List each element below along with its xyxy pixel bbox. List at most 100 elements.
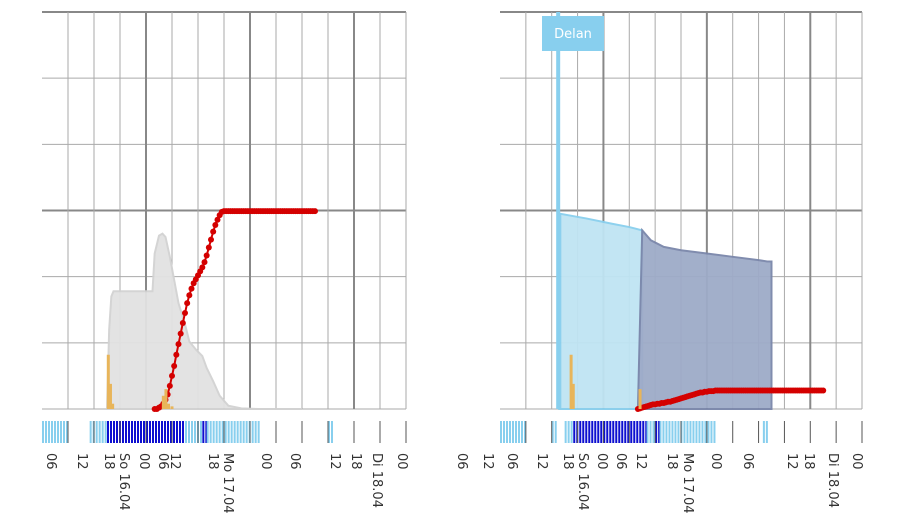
strip-cell [683,421,686,443]
strip-cell [251,421,254,443]
strip-cell [649,421,652,443]
x-tick-label: 00 [594,453,609,470]
x-tick-label: 00 [136,453,151,470]
strip-cell [57,421,59,443]
strip-cell [509,421,511,443]
precip-bar [638,389,642,409]
strip-cell [113,421,115,443]
x-tick-label: 18 [205,453,220,470]
strip-cell [570,421,573,443]
strip-cell [227,421,230,443]
x-tick-label: 00 [849,453,864,470]
strip-cell [554,421,557,443]
strip-cell [506,421,508,443]
x-tick-label: So 16.04 [116,453,131,511]
x-tick-label: 00 [708,453,723,470]
x-tick-label: 18 [348,453,363,470]
strip-cell [239,421,242,443]
strip-cell [668,421,671,443]
strip-cell [257,421,260,443]
x-tick-label: 12 [480,453,495,470]
strip-cell [551,421,554,443]
strip-cell [591,421,594,443]
strip-cell [63,421,65,443]
strip-cell [176,421,178,443]
strip-cell [636,421,639,443]
x-tick-label: 12 [633,453,648,470]
strip-cell [51,421,53,443]
strip-cell [524,421,526,443]
strip-cell [573,421,576,443]
delan-badge: Delan [542,16,604,51]
x-tick-label: Di 18.04 [369,453,384,508]
area-series [636,227,773,410]
strip-cell [646,421,649,443]
strip-cell [161,421,163,443]
cumulative-point [212,222,219,229]
strip-cell [639,421,642,443]
strip-cell [233,421,236,443]
strip-cell [704,421,707,443]
strip-cell [236,421,239,443]
strip-cell [503,421,505,443]
strip-cell [658,421,661,443]
strip-cell [101,421,104,443]
cumulative-point [210,228,217,235]
x-tick-label: 06 [504,453,519,470]
strip-cell [194,421,196,443]
x-tick-label: 12 [327,453,342,470]
strip-cell [104,421,107,443]
strip-cell [518,421,520,443]
strip-cell [60,421,62,443]
strip-cell [140,421,142,443]
strip-cell [606,421,609,443]
strip-cell [218,421,221,443]
x-tick-label: 06 [155,453,170,470]
strip-cell [630,421,633,443]
cumulative-point [173,351,180,358]
cumulative-point [188,285,195,292]
strip-cell [701,421,704,443]
strip-cell [134,421,136,443]
strip-cell [600,421,603,443]
precip-bar [111,403,115,409]
strip-cell [206,421,209,443]
strip-cell [567,421,570,443]
strip-cell [582,421,585,443]
strip-cell [230,421,233,443]
x-tick-label: 06 [740,453,755,470]
strip-cell [107,421,109,443]
strip-cell [173,421,175,443]
strip-cell [512,421,514,443]
strip-cell [191,421,193,443]
strip-cell [128,421,130,443]
strip-cell [188,421,190,443]
strip-cell [594,421,597,443]
strip-cell [627,421,630,443]
strip-cell [205,421,208,443]
right-chart-panel: 06 12 18 So 16.04 00 06 12 18 Mo 17.04 00 06 12 18 Di… [500,11,864,514]
cumulative-point [208,236,214,243]
cumulative-point [312,208,318,215]
strip-cell [245,421,248,443]
x-tick-label: 18 [101,453,116,470]
precip-bar [571,383,575,409]
strip-cell [588,421,591,443]
x-tick-label: 06 [43,453,58,470]
strip-cell [242,421,245,443]
strip-cell [674,421,677,443]
strip-cell [713,421,716,443]
strip-cell [146,421,148,443]
cumulative-point [199,264,206,271]
cumulative-point [166,382,173,389]
x-tick-label: 00 [258,453,273,470]
cumulative-point [184,300,191,307]
x-tick-label: 12 [784,453,799,470]
strip-cell [686,421,689,443]
strip-cell [48,421,50,443]
strip-cell [170,421,172,443]
strip-cell [167,421,169,443]
x-tick-label: 00 [394,453,409,470]
strip-cell [155,421,157,443]
